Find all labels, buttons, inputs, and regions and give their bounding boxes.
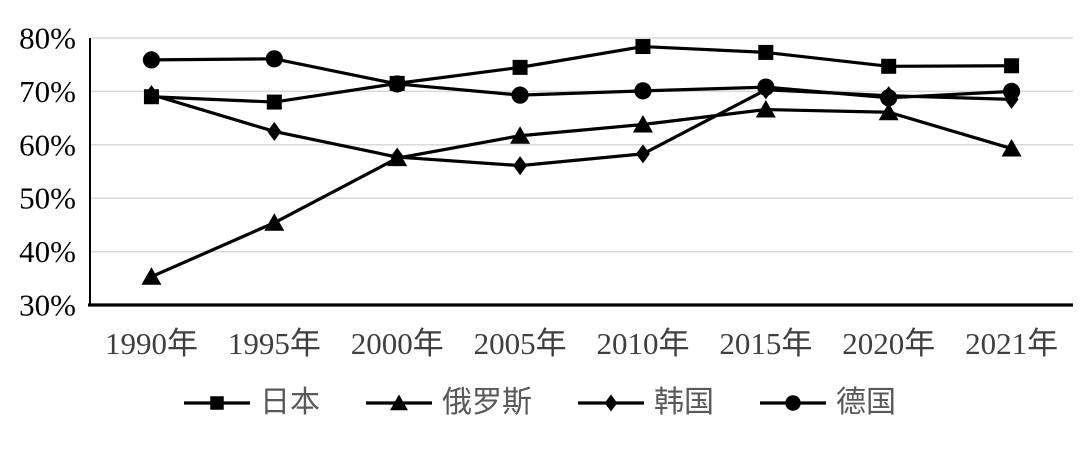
legend-label: 韩国 [654, 386, 714, 419]
legend-label: 俄罗斯 [442, 386, 532, 419]
y-tick-label: 30% [19, 288, 76, 323]
y-tick-label: 70% [19, 74, 76, 109]
square-legend-marker-icon [184, 396, 250, 410]
x-tick-label: 1995年 [228, 326, 321, 361]
legend-item-germany: 德国 [760, 388, 896, 418]
series-line [151, 44, 1012, 104]
x-tick-label: 2000年 [351, 326, 444, 361]
grid-lines [90, 37, 1073, 306]
x-axis-labels: 1990年 1995年 2000年 2005年 2010年 2015年 2020年 2021年 [105, 326, 1058, 361]
diamond-legend-marker-icon [578, 394, 644, 412]
chart-legend: 日本 俄罗斯 韩国 德国 [0, 388, 1080, 418]
legend-item-russia: 俄罗斯 [366, 388, 532, 418]
x-tick-label: 2020年 [842, 326, 935, 361]
y-tick-label: 40% [19, 234, 76, 269]
circle-legend-marker-icon [760, 395, 826, 411]
x-tick-label: 1990年 [105, 326, 198, 361]
y-tick-label: 60% [19, 127, 76, 162]
y-axis-labels: 30% 40% 50% 60% 70% 80% [19, 21, 76, 323]
y-tick-label: 80% [19, 21, 76, 56]
x-tick-label: 2005年 [474, 326, 567, 361]
legend-item-japan: 日本 [184, 388, 320, 418]
series-japan [143, 39, 1020, 110]
triangle-legend-marker-icon [366, 394, 432, 411]
x-tick-label: 2015年 [719, 326, 812, 361]
line-chart-canvas: 30% 40% 50% 60% 70% 80% 1990年 1995年 2000年 2005年 20… [19, 21, 1073, 361]
series-line [151, 57, 1012, 100]
series-line [150, 107, 1013, 279]
y-tick-label: 50% [19, 181, 76, 216]
series-germany [142, 50, 1021, 107]
legend-item-south-korea: 韩国 [578, 388, 714, 418]
legend-label: 德国 [836, 386, 896, 419]
x-tick-label: 2021年 [965, 326, 1058, 361]
legend-label: 日本 [260, 386, 320, 419]
x-tick-label: 2010年 [596, 326, 689, 361]
